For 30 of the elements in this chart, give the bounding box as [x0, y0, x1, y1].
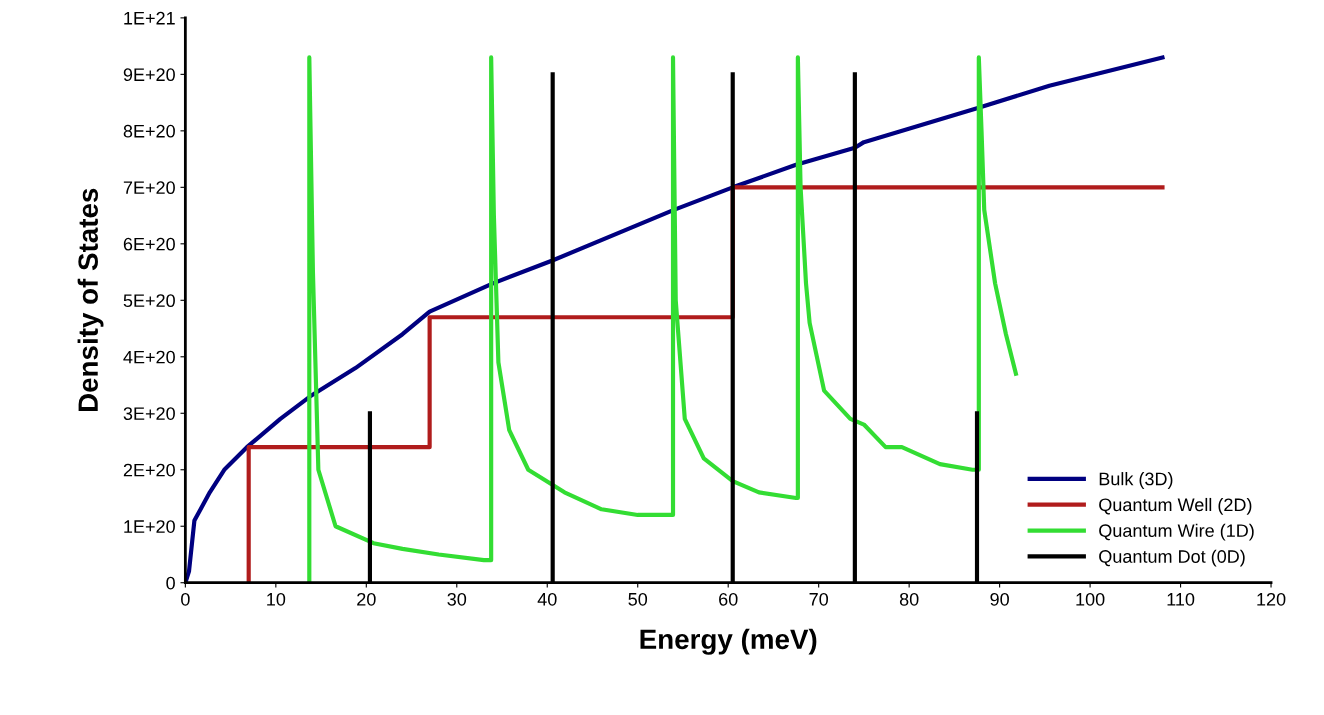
x-tick-label: 30	[447, 592, 467, 606]
y-tick-label: 0	[166, 576, 175, 590]
x-tick-label: 40	[537, 592, 557, 606]
x-tick-label: 10	[267, 592, 286, 606]
x-tick-label: 100	[1076, 592, 1105, 606]
y-tick-label: 3E+20	[123, 407, 175, 420]
y-tick-label: 4E+20	[123, 350, 175, 364]
y-tick-label: 6E+20	[123, 237, 175, 251]
x-tick-label: 120	[1257, 592, 1286, 606]
y-tick-label: 9E+20	[123, 68, 175, 82]
x-tick-label: 60	[719, 592, 738, 606]
x-tick-label: 50	[628, 592, 648, 606]
y-tick-label: 7E+20	[123, 181, 175, 195]
y-tick-label: 1E+21	[124, 11, 175, 25]
legend-label: Quantum Wire (1D)	[1099, 523, 1254, 541]
x-tick-label: 20	[357, 592, 376, 606]
legend-label: Bulk (3D)	[1099, 472, 1173, 489]
x-tick-label: 80	[899, 592, 919, 606]
y-tick-label: 5E+20	[123, 294, 175, 308]
y-tick-label: 1E+20	[124, 520, 175, 533]
y-tick-label: 2E+20	[123, 463, 175, 477]
y-tick-label: 8E+20	[123, 124, 175, 138]
x-tick-label: 0	[181, 592, 190, 606]
y-axis-title: Density of States	[77, 188, 104, 412]
legend-label: Quantum Dot (0D)	[1099, 549, 1245, 567]
x-tick-label: 110	[1167, 592, 1195, 606]
x-tick-label: 70	[809, 592, 829, 606]
x-tick-label: 90	[990, 592, 1009, 606]
legend-label: Quantum Well (2D)	[1099, 497, 1252, 515]
x-axis-title: Energy (meV)	[640, 628, 817, 655]
